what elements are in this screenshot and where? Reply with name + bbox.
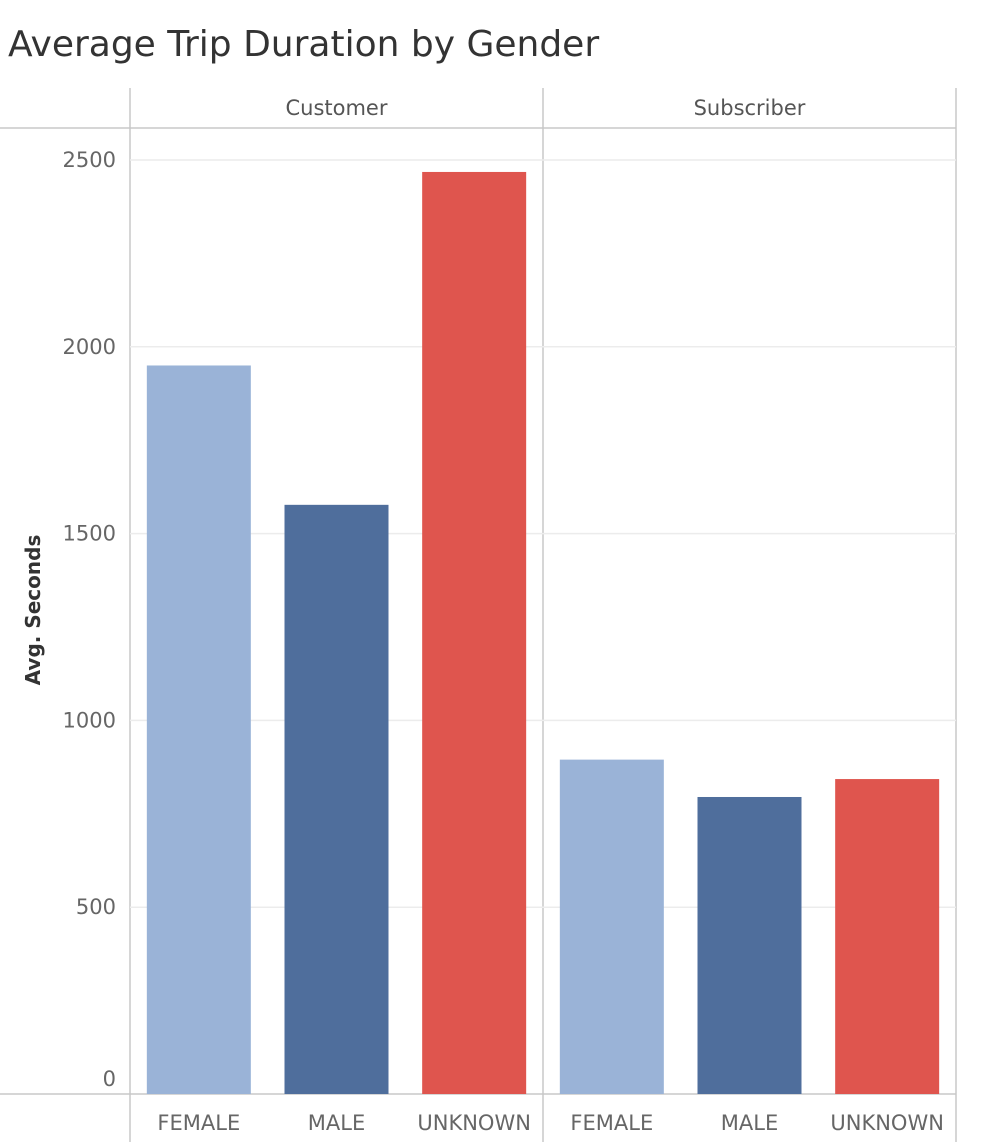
x-category-label: FEMALE <box>157 1111 240 1135</box>
bar <box>697 796 802 1094</box>
bar <box>146 365 251 1095</box>
y-axis-ticks: 0 500 1000 1500 2000 2500 <box>63 148 116 1091</box>
x-category-label: MALE <box>721 1111 778 1135</box>
bars <box>146 171 940 1095</box>
bar <box>422 171 527 1094</box>
bar <box>284 504 389 1095</box>
y-tick-label: 2000 <box>63 335 116 359</box>
y-tick-label: 1500 <box>63 522 116 546</box>
x-category-label: UNKNOWN <box>830 1111 944 1135</box>
y-axis-label: Avg. Seconds <box>21 535 45 686</box>
bar <box>559 759 664 1094</box>
y-tick-label: 1000 <box>63 708 116 732</box>
y-tick-label: 2500 <box>63 148 116 172</box>
y-tick-label: 0 <box>103 1067 116 1091</box>
y-tick-label: 500 <box>76 895 116 919</box>
x-axis-categories: FEMALE MALE UNKNOWN FEMALE MALE UNKNOWN <box>157 1111 944 1135</box>
bar <box>835 779 940 1094</box>
chart-title: Average Trip Duration by Gender <box>8 24 599 65</box>
x-category-label: MALE <box>308 1111 365 1135</box>
gridlines <box>130 159 956 908</box>
panel-header: Customer <box>285 96 387 120</box>
x-category-label: UNKNOWN <box>417 1111 531 1135</box>
panel-header: Subscriber <box>694 96 806 120</box>
x-category-label: FEMALE <box>570 1111 653 1135</box>
panel-headers: Customer Subscriber <box>285 96 805 120</box>
